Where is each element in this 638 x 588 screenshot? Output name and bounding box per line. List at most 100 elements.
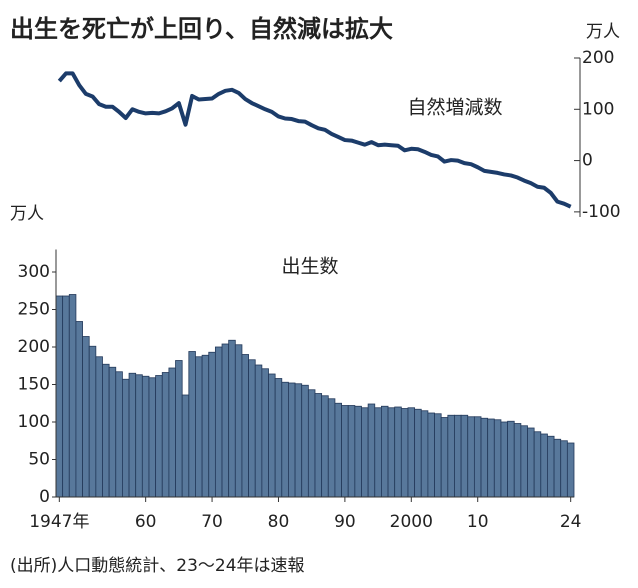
bar bbox=[261, 368, 269, 498]
y-tick-label: 100 bbox=[582, 99, 614, 119]
y-tick-label: 150 bbox=[18, 375, 50, 395]
y-tick-label: 0 bbox=[582, 151, 593, 171]
bar bbox=[274, 378, 283, 498]
bar bbox=[128, 372, 137, 498]
bar bbox=[95, 356, 103, 498]
bar bbox=[473, 416, 482, 498]
x-tick-label: 80 bbox=[268, 512, 290, 532]
x-tick-label: 10 bbox=[467, 512, 489, 532]
bar bbox=[540, 433, 548, 498]
x-tick-label: 1947年 bbox=[29, 512, 89, 532]
bar bbox=[420, 410, 429, 498]
bar bbox=[122, 378, 130, 498]
bar bbox=[188, 351, 196, 498]
bar bbox=[507, 420, 515, 498]
bar bbox=[487, 418, 495, 498]
bar bbox=[327, 398, 336, 498]
bar bbox=[533, 431, 542, 498]
bar bbox=[387, 407, 396, 498]
bar bbox=[427, 412, 435, 498]
bar bbox=[334, 402, 342, 498]
bar bbox=[75, 321, 83, 498]
source-note: (出所)人口動態統計、23〜24年は速報 bbox=[10, 556, 305, 576]
y-tick-label: 200 bbox=[18, 337, 50, 357]
y-tick-label: 300 bbox=[18, 262, 50, 282]
bar bbox=[221, 343, 230, 498]
y-tick-label: 100 bbox=[18, 412, 50, 432]
y-tick-label: 0 bbox=[39, 487, 50, 507]
x-tick-label: 60 bbox=[135, 512, 157, 532]
bar bbox=[175, 360, 183, 498]
bar bbox=[148, 377, 157, 498]
bar bbox=[181, 394, 190, 498]
bar bbox=[135, 374, 143, 498]
bar bbox=[301, 384, 309, 498]
bar bbox=[341, 405, 349, 498]
bar bbox=[513, 423, 522, 498]
bar bbox=[155, 375, 163, 498]
bar bbox=[281, 381, 289, 498]
bar bbox=[195, 356, 203, 498]
bar bbox=[493, 419, 502, 498]
bar bbox=[414, 408, 422, 498]
bar bbox=[454, 414, 462, 498]
bar bbox=[374, 407, 382, 498]
bar bbox=[115, 371, 123, 498]
bar bbox=[254, 364, 263, 498]
bar bbox=[480, 417, 489, 498]
bar bbox=[520, 425, 528, 498]
bar bbox=[68, 294, 77, 498]
bar bbox=[288, 382, 296, 498]
bar bbox=[268, 373, 276, 498]
unit-label: 万人 bbox=[10, 204, 44, 224]
bar bbox=[500, 421, 508, 498]
bar bbox=[547, 435, 555, 498]
x-tick-label: 70 bbox=[201, 512, 223, 532]
bar bbox=[394, 406, 402, 498]
bar bbox=[294, 383, 303, 498]
bar bbox=[161, 372, 170, 498]
bar bbox=[214, 346, 223, 498]
y-tick-label: 250 bbox=[18, 300, 50, 320]
bar bbox=[228, 339, 236, 498]
bar bbox=[440, 417, 449, 498]
bar bbox=[361, 407, 369, 498]
bar bbox=[467, 416, 475, 498]
bar bbox=[208, 351, 216, 498]
bar bbox=[88, 345, 97, 498]
bar bbox=[553, 438, 562, 498]
bar bbox=[447, 414, 455, 498]
bar bbox=[82, 336, 90, 498]
series-label: 出生数 bbox=[281, 256, 338, 278]
bar bbox=[527, 427, 535, 498]
x-tick-label: 90 bbox=[334, 512, 356, 532]
bar bbox=[62, 295, 70, 498]
chart-title: 出生を死亡が上回り、自然減は拡大 bbox=[10, 15, 393, 43]
bar bbox=[347, 405, 356, 498]
bar bbox=[201, 354, 210, 498]
bar bbox=[55, 295, 64, 498]
bar bbox=[314, 393, 323, 498]
bar bbox=[400, 408, 409, 498]
bar bbox=[102, 363, 110, 498]
bar bbox=[108, 366, 117, 498]
bar bbox=[354, 405, 362, 498]
bar bbox=[367, 403, 376, 498]
bar bbox=[560, 440, 568, 498]
bar bbox=[434, 413, 442, 498]
bar bbox=[141, 375, 150, 498]
y-tick-label: 50 bbox=[28, 450, 50, 470]
bar bbox=[460, 414, 469, 498]
bar bbox=[241, 354, 249, 498]
bar bbox=[307, 389, 316, 498]
line-series bbox=[57, 71, 572, 209]
series-label: 自然増減数 bbox=[407, 97, 502, 119]
bar bbox=[407, 407, 416, 498]
y-tick-label: 200 bbox=[582, 48, 614, 68]
x-tick-label: 24 bbox=[560, 512, 582, 532]
bar bbox=[381, 405, 389, 498]
x-tick-label: 2000 bbox=[390, 512, 433, 532]
bar bbox=[321, 395, 329, 498]
unit-label: 万人 bbox=[586, 22, 620, 42]
